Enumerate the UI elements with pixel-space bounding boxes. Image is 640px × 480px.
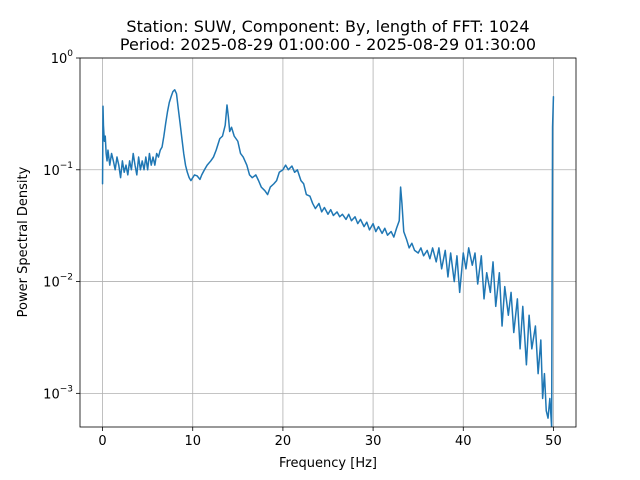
y-axis-label: Power Spectral Density — [16, 166, 31, 317]
chart-subtitle: Period: 2025-08-29 01:00:00 - 2025-08-29… — [120, 35, 536, 54]
y-tick-label-exponent: −2 — [60, 273, 73, 283]
y-tick-label-base: 10 — [51, 52, 68, 67]
y-tick-label-exponent: −3 — [60, 384, 73, 394]
x-axis-label: Frequency [Hz] — [279, 456, 377, 471]
y-tick-label: 10−3 — [43, 384, 73, 402]
y-tick-label-base: 10 — [43, 276, 60, 291]
x-tick-label: 30 — [365, 434, 382, 449]
y-tick-label: 10−2 — [43, 273, 73, 291]
y-tick-label: 100 — [51, 49, 74, 67]
x-tick-label: 40 — [455, 434, 472, 449]
x-tick-label: 0 — [98, 434, 106, 449]
y-tick-label-exponent: −1 — [60, 161, 73, 171]
y-tick-label: 10−1 — [43, 161, 73, 179]
x-tick-label: 20 — [275, 434, 292, 449]
chart-title: Station: SUW, Component: By, length of F… — [126, 17, 529, 36]
series-layer — [101, 89, 555, 427]
y-tick-label-base: 10 — [43, 164, 60, 179]
psd-series-line — [101, 89, 555, 427]
x-tick-label: 10 — [184, 434, 201, 449]
x-tick-label: 50 — [545, 434, 562, 449]
y-tick-label-base: 10 — [43, 387, 60, 402]
y-tick-label-exponent: 0 — [67, 49, 73, 59]
axes-frame — [79, 57, 577, 428]
